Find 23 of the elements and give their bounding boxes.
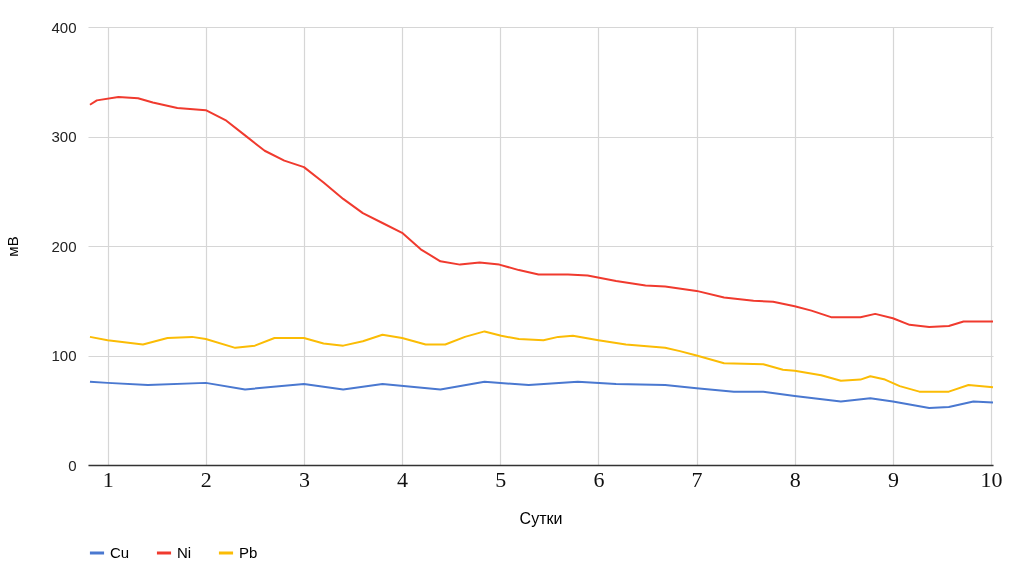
legend-label: Ni	[177, 544, 192, 561]
x-tick-label: 2	[200, 466, 212, 492]
y-tick-label: 100	[51, 347, 77, 364]
x-tick-label: 7	[691, 466, 703, 492]
y-tick-label: 300	[51, 128, 77, 145]
x-tick-label: 4	[397, 466, 409, 492]
x-tick-label: 9	[887, 466, 899, 492]
x-tick-label: 8	[789, 466, 801, 492]
y-tick-label: 200	[51, 237, 77, 255]
x-tick-label: 5	[495, 466, 507, 492]
x-tick-label: 3	[298, 466, 310, 492]
y-tick-label: 0	[68, 456, 77, 474]
x-axis-title: Сутки	[519, 509, 563, 527]
x-tick-label: 6	[593, 466, 605, 492]
y-tick-label: 400	[51, 18, 77, 36]
line-series	[88, 96, 994, 329]
x-tick-label: 10	[980, 466, 1003, 492]
line-series	[88, 380, 994, 410]
x-tick-label: 1	[102, 466, 114, 492]
legend-label: Cu	[110, 544, 130, 561]
legend-label: Pb	[239, 544, 258, 561]
line-series	[88, 330, 994, 393]
y-axis-title: мВ	[4, 236, 22, 257]
